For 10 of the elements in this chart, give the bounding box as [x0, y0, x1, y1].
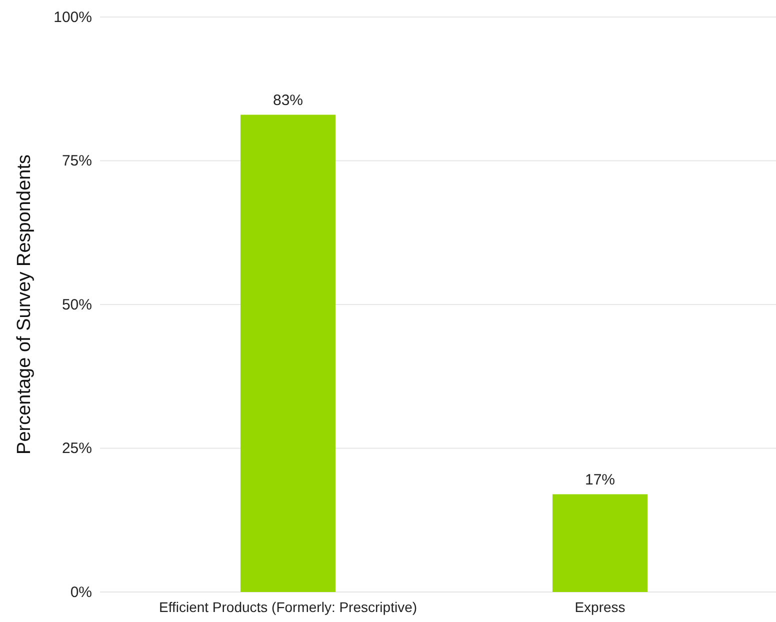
y-tick-label: 50%	[62, 296, 92, 314]
data-label: 83%	[272, 92, 304, 109]
x-tick-label: Express	[574, 598, 626, 615]
data-label: 17%	[584, 471, 616, 488]
y-tick-label: 100%	[54, 8, 92, 26]
y-tick-label: 25%	[62, 440, 92, 458]
y-tick-label: 75%	[62, 152, 92, 170]
x-tick-label: Efficient Products (Formerly: Prescriptive)	[158, 598, 418, 615]
y-axis-title: Percentage of Survey Respondents	[14, 154, 35, 454]
y-tick-label: 0%	[70, 584, 92, 601]
